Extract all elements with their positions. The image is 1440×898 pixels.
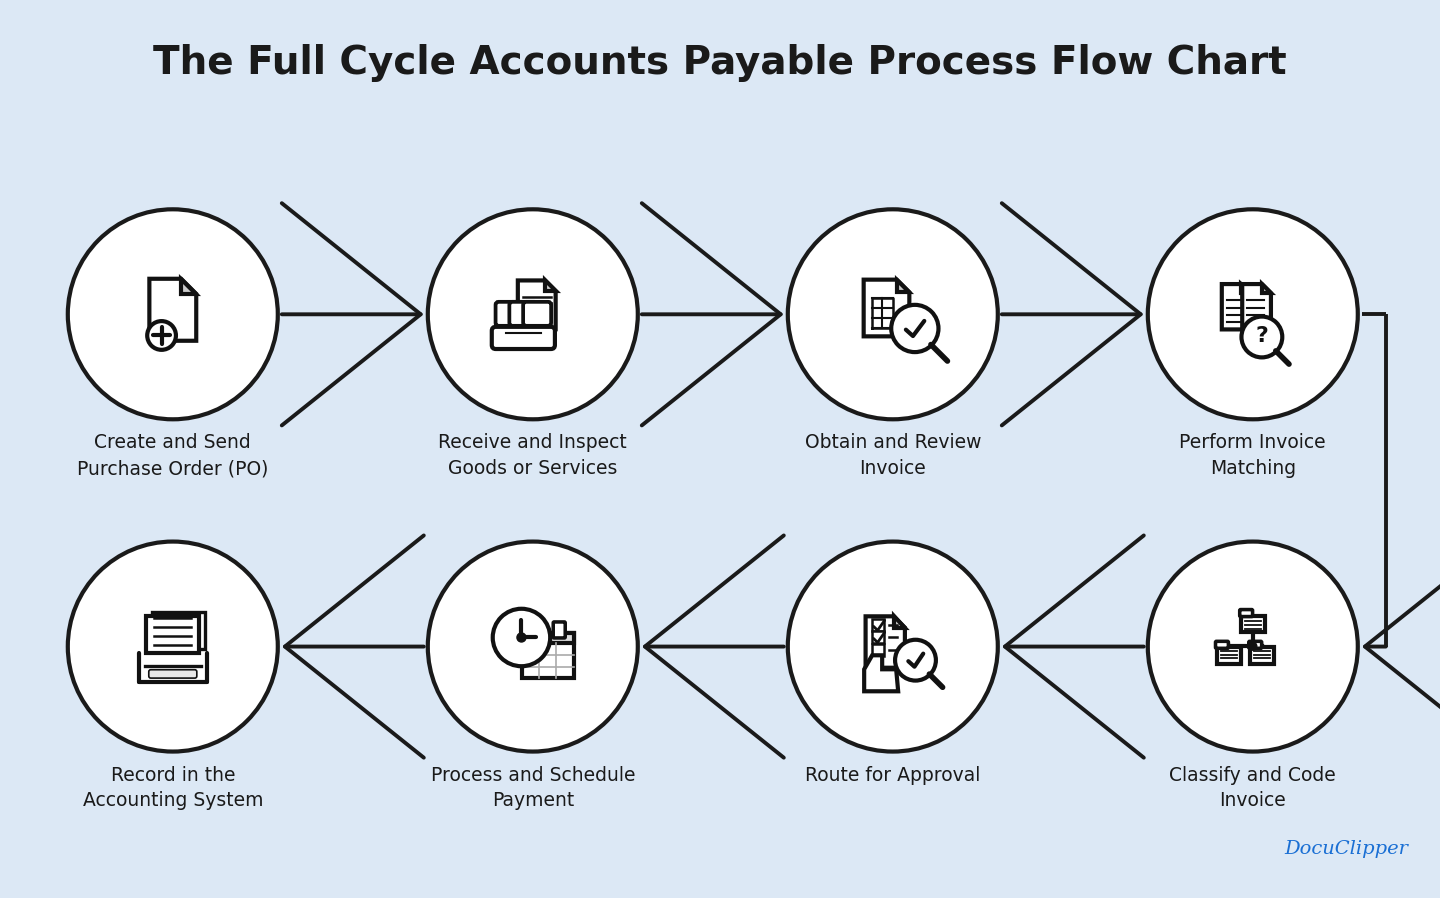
Text: Perform Invoice
Matching: Perform Invoice Matching — [1179, 434, 1326, 478]
Circle shape — [1248, 642, 1257, 650]
Text: ?: ? — [1256, 326, 1269, 346]
Text: Receive and Inspect
Goods or Services: Receive and Inspect Goods or Services — [438, 434, 628, 478]
FancyBboxPatch shape — [148, 670, 197, 678]
Circle shape — [517, 633, 526, 642]
Circle shape — [68, 541, 278, 752]
Polygon shape — [1261, 284, 1272, 293]
FancyBboxPatch shape — [523, 633, 573, 678]
Circle shape — [1148, 209, 1358, 419]
Circle shape — [788, 541, 998, 752]
FancyBboxPatch shape — [871, 620, 884, 631]
Polygon shape — [865, 616, 904, 668]
Text: The Full Cycle Accounts Payable Process Flow Chart: The Full Cycle Accounts Payable Process … — [153, 44, 1287, 82]
FancyBboxPatch shape — [871, 644, 884, 656]
Circle shape — [1241, 317, 1282, 357]
FancyBboxPatch shape — [1215, 641, 1228, 648]
FancyBboxPatch shape — [492, 327, 554, 349]
FancyBboxPatch shape — [871, 631, 884, 644]
FancyBboxPatch shape — [1240, 610, 1253, 617]
FancyBboxPatch shape — [553, 622, 566, 638]
Polygon shape — [1221, 284, 1250, 330]
FancyBboxPatch shape — [1248, 641, 1261, 648]
Text: Process and Schedule
Payment: Process and Schedule Payment — [431, 766, 635, 810]
FancyBboxPatch shape — [1250, 647, 1274, 664]
FancyBboxPatch shape — [1217, 647, 1241, 664]
FancyBboxPatch shape — [523, 633, 573, 643]
Text: Record in the
Accounting System: Record in the Accounting System — [82, 766, 264, 810]
FancyBboxPatch shape — [530, 622, 543, 638]
Polygon shape — [1241, 284, 1250, 293]
Polygon shape — [518, 280, 556, 330]
FancyBboxPatch shape — [147, 616, 199, 653]
Circle shape — [896, 639, 936, 681]
Polygon shape — [150, 278, 196, 340]
Text: Classify and Code
Invoice: Classify and Code Invoice — [1169, 766, 1336, 810]
Polygon shape — [897, 279, 909, 292]
FancyBboxPatch shape — [523, 302, 552, 326]
FancyBboxPatch shape — [495, 302, 524, 326]
Polygon shape — [544, 280, 556, 292]
Circle shape — [492, 609, 550, 666]
Text: Route for Approval: Route for Approval — [805, 766, 981, 785]
Circle shape — [891, 304, 939, 352]
FancyBboxPatch shape — [153, 612, 206, 648]
Text: DocuClipper: DocuClipper — [1284, 840, 1408, 858]
Circle shape — [68, 209, 278, 419]
FancyBboxPatch shape — [1241, 615, 1264, 632]
Polygon shape — [864, 279, 909, 337]
Text: Obtain and Review
Invoice: Obtain and Review Invoice — [805, 434, 981, 478]
Polygon shape — [894, 616, 904, 628]
Polygon shape — [1243, 284, 1272, 330]
FancyBboxPatch shape — [510, 302, 537, 326]
Circle shape — [1148, 541, 1358, 752]
Circle shape — [147, 321, 176, 350]
Polygon shape — [181, 278, 196, 294]
Circle shape — [788, 209, 998, 419]
Circle shape — [428, 209, 638, 419]
Text: Create and Send
Purchase Order (PO): Create and Send Purchase Order (PO) — [78, 434, 268, 478]
Circle shape — [428, 541, 638, 752]
Polygon shape — [864, 656, 899, 691]
